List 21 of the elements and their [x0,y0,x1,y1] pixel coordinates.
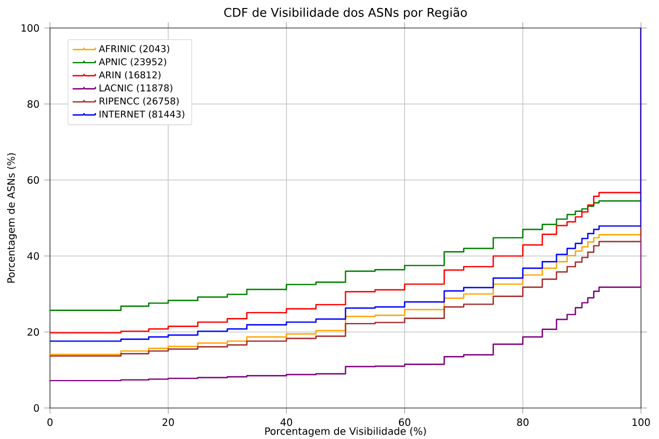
x-tick-label: 40 [280,418,292,426]
legend-label: ARIN (16812) [98,71,160,80]
x-tick-label: 100 [632,418,650,426]
y-axis-title: Porcentagem de ASNs (%) [7,153,17,283]
x-axis-title: Porcentagem de Visibilidade (%) [265,427,426,437]
legend-label: INTERNET (81443) [100,110,184,119]
legend-label: RIPENCC (26758) [100,97,179,106]
legend-label: APNIC (23952) [98,58,166,66]
y-tick-label: 20 [28,328,39,336]
x-tick-label: 60 [398,418,410,426]
x-tick-label: 20 [162,418,174,426]
x-tick-label: 80 [517,418,528,426]
chart-title: CDF de Visibilidade dos ASNs por Região [224,7,467,20]
y-tick-label: 0 [34,404,39,412]
legend-label: LACNIC (11878) [100,84,172,93]
x-tick-label: 0 [47,418,53,426]
y-tick-label: 40 [27,252,39,260]
y-tick-label: 100 [22,24,39,32]
y-tick-label: 60 [28,176,39,184]
legend-label: AFRINIC (2043) [98,45,170,54]
y-tick-label: 80 [28,100,39,108]
